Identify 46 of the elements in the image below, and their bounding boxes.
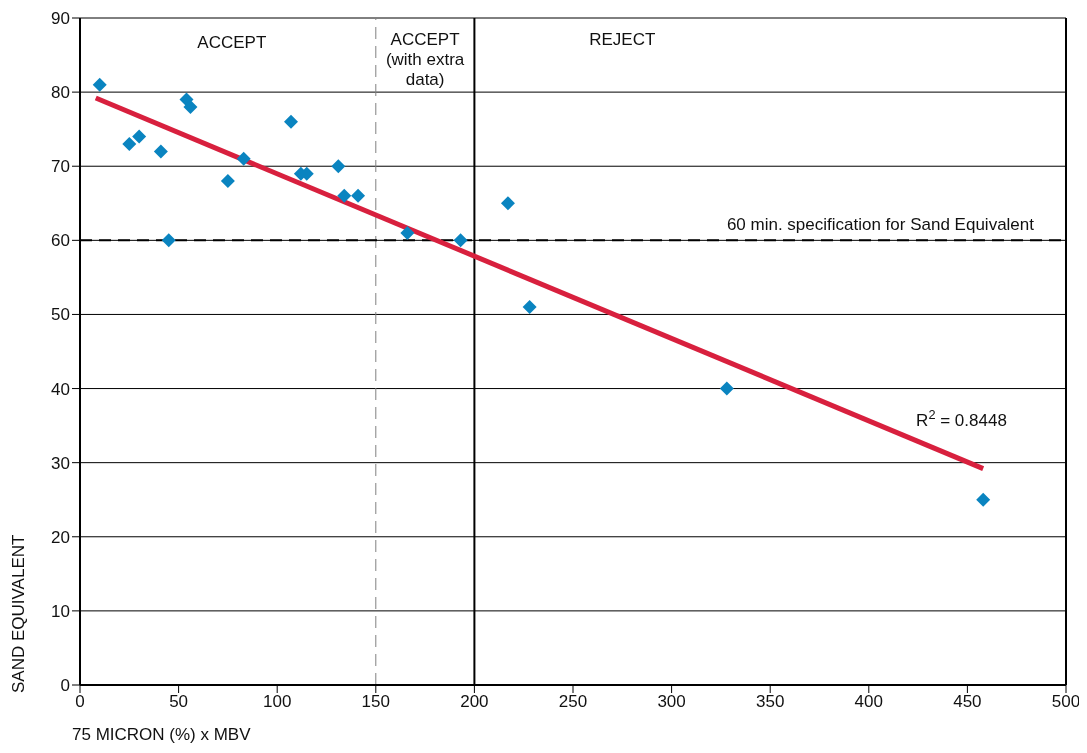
x-tick-label: 0: [75, 692, 85, 712]
point: [400, 225, 415, 240]
x-tick-label: 300: [657, 692, 686, 712]
point: [500, 196, 515, 211]
x-tick-label: 500: [1051, 692, 1081, 712]
y-tick-label: 40: [51, 379, 70, 399]
point: [331, 159, 346, 174]
point: [92, 77, 107, 92]
x-axis-title: 75 MICRON (%) x MBV: [72, 725, 252, 744]
point: [976, 492, 991, 507]
point: [122, 136, 137, 151]
point: [522, 300, 537, 315]
point: [153, 144, 168, 159]
y-tick-label: 20: [51, 527, 70, 547]
y-tick-label: 30: [51, 453, 70, 473]
annotation: R$^{2}$ = 0.8448: [916, 406, 1007, 430]
x-tick-label: 400: [854, 692, 883, 712]
point: [236, 151, 251, 166]
y-tick-label: 60: [51, 231, 70, 251]
point: [183, 99, 198, 114]
point: [161, 233, 176, 248]
x-tick-label: 100: [263, 692, 292, 712]
x-tick-label: 350: [756, 692, 785, 712]
y-axis-title: SAND EQUIVALENT: [9, 534, 28, 693]
x-tick-label: 450: [953, 692, 982, 712]
x-tick-label: 150: [361, 692, 390, 712]
y-tick-label: 80: [51, 83, 70, 103]
x-tick-label: 50: [169, 692, 189, 712]
point: [220, 174, 235, 189]
y-tick-label: 50: [51, 305, 70, 325]
point: [337, 188, 352, 203]
point: [719, 381, 734, 396]
point: [284, 114, 298, 129]
y-tick-label: 90: [51, 9, 70, 29]
point: [132, 129, 147, 144]
x-tick-label: 250: [558, 692, 588, 712]
y-tick-label: 0: [60, 676, 70, 696]
annotation: ACCEPT (with extra data): [385, 30, 465, 90]
annotation: REJECT: [589, 30, 656, 50]
y-tick-label: 70: [51, 157, 70, 177]
y-tick-label: 10: [51, 601, 70, 621]
ref-line-label: 60 min. specification for Sand Equivalent: [726, 215, 1035, 235]
annotation: ACCEPT: [197, 32, 267, 52]
point: [453, 233, 468, 248]
point: [351, 188, 366, 203]
x-tick-label: 200: [460, 692, 489, 712]
